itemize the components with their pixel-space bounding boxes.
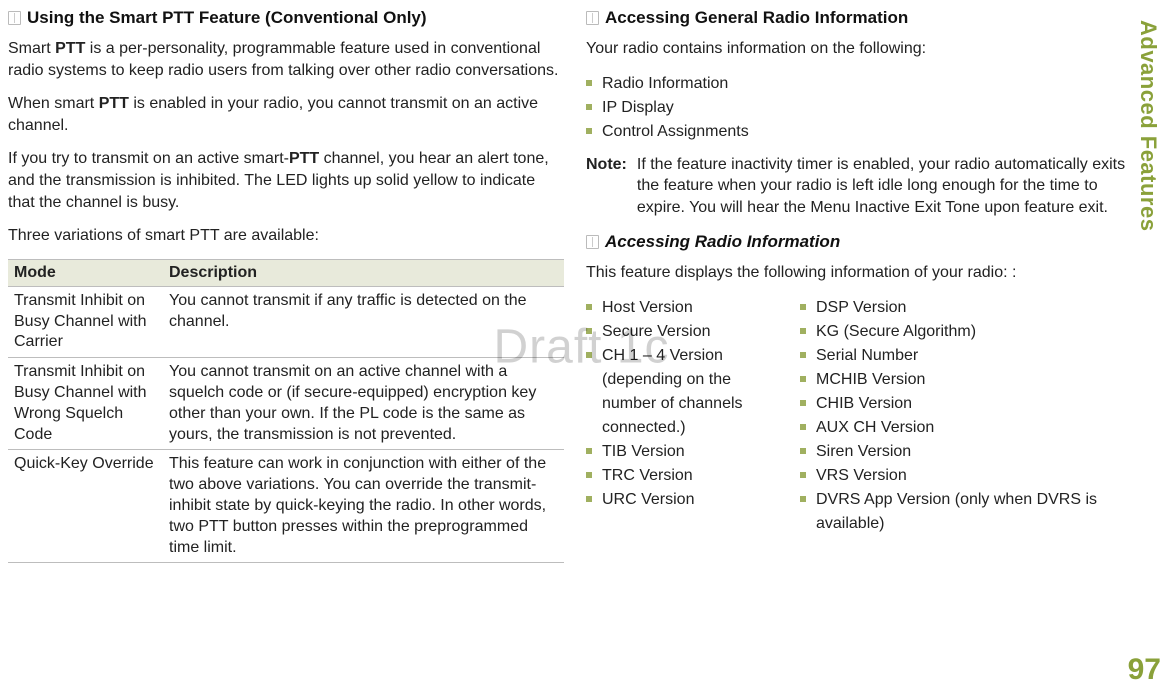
list-item: IP Display (586, 96, 1126, 120)
info-left-list: Host Version Secure Version CH 1 – 4 Ver… (586, 296, 786, 512)
info-left-col: Host Version Secure Version CH 1 – 4 Ver… (586, 296, 786, 546)
bold: PTT (55, 40, 85, 57)
book-icon (8, 11, 21, 25)
right-column: Accessing General Radio Information Your… (586, 8, 1126, 563)
book-icon (586, 11, 599, 25)
info-right-col: DSP Version KG (Secure Algorithm) Serial… (800, 296, 1126, 546)
table-cell-desc: This feature can work in conjunction wit… (163, 450, 564, 563)
left-para-4: Three variations of smart PTT are availa… (8, 225, 564, 247)
right-intro: Your radio contains information on the f… (586, 38, 1126, 60)
table-cell-desc: You cannot transmit on an active channel… (163, 358, 564, 450)
heading-text: Accessing Radio Information (605, 232, 840, 252)
list-item: DSP Version (800, 296, 1126, 320)
text: When smart (8, 95, 99, 112)
list-item: TRC Version (586, 464, 786, 488)
bold: PTT (289, 150, 319, 167)
info-two-col: Host Version Secure Version CH 1 – 4 Ver… (586, 296, 1126, 546)
list-item: Siren Version (800, 440, 1126, 464)
book-icon (586, 235, 599, 249)
list-item: Host Version (586, 296, 786, 320)
list-item: KG (Secure Algorithm) (800, 320, 1126, 344)
table-header-mode: Mode (8, 259, 163, 286)
columns: Using the Smart PTT Feature (Conventiona… (8, 8, 1133, 563)
table-header-row: Mode Description (8, 259, 564, 286)
list-item: Serial Number (800, 344, 1126, 368)
list-item: MCHIB Version (800, 368, 1126, 392)
left-para-2: When smart PTT is enabled in your radio,… (8, 93, 564, 136)
left-heading: Using the Smart PTT Feature (Conventiona… (8, 8, 564, 28)
table-cell-desc: You cannot transmit if any traffic is de… (163, 286, 564, 357)
list-item: Radio Information (586, 72, 1126, 96)
page-number: 97 (1128, 653, 1161, 687)
heading-text: Using the Smart PTT Feature (Conventiona… (27, 8, 427, 28)
left-para-3: If you try to transmit on an active smar… (8, 148, 564, 213)
page: Using the Smart PTT Feature (Conventiona… (0, 0, 1163, 693)
list-item: CH 1 – 4 Version (depending on the numbe… (586, 344, 786, 440)
note-label: Note: (586, 154, 627, 219)
list-item: VRS Version (800, 464, 1126, 488)
side-tab: Advanced Features (1135, 20, 1161, 231)
list-item: Secure Version (586, 320, 786, 344)
text: is a per-personality, programmable featu… (8, 40, 558, 79)
right-list-1: Radio Information IP Display Control Ass… (586, 72, 1126, 144)
list-item: DVRS App Version (only when DVRS is avai… (800, 488, 1126, 536)
list-item: CHIB Version (800, 392, 1126, 416)
table-row: Quick-Key Override This feature can work… (8, 450, 564, 563)
note: Note: If the feature inactivity timer is… (586, 154, 1126, 219)
text: If you try to transmit on an active smar… (8, 150, 289, 167)
table-cell-mode: Transmit Inhibit on Busy Channel with Ca… (8, 286, 163, 357)
table-row: Transmit Inhibit on Busy Channel with Wr… (8, 358, 564, 450)
list-item: Control Assignments (586, 120, 1126, 144)
list-item: AUX CH Version (800, 416, 1126, 440)
heading-text: Accessing General Radio Information (605, 8, 908, 28)
sub-intro: This feature displays the following info… (586, 262, 1126, 284)
left-column: Using the Smart PTT Feature (Conventiona… (8, 8, 564, 563)
table-header-desc: Description (163, 259, 564, 286)
left-para-1: Smart PTT is a per-personality, programm… (8, 38, 564, 81)
list-item: TIB Version (586, 440, 786, 464)
text: Smart (8, 40, 55, 57)
subsection-heading: Accessing Radio Information (586, 232, 1126, 252)
right-heading: Accessing General Radio Information (586, 8, 1126, 28)
list-item: URC Version (586, 488, 786, 512)
bold: PTT (99, 95, 129, 112)
table-row: Transmit Inhibit on Busy Channel with Ca… (8, 286, 564, 357)
smart-ptt-table: Mode Description Transmit Inhibit on Bus… (8, 259, 564, 564)
table-cell-mode: Quick-Key Override (8, 450, 163, 563)
table-cell-mode: Transmit Inhibit on Busy Channel with Wr… (8, 358, 163, 450)
note-body: If the feature inactivity timer is enabl… (637, 154, 1126, 219)
info-right-list: DSP Version KG (Secure Algorithm) Serial… (800, 296, 1126, 536)
